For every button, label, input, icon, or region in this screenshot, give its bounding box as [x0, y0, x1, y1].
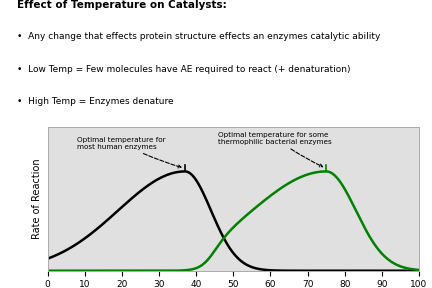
- Y-axis label: Rate of Reaction: Rate of Reaction: [32, 158, 42, 239]
- Text: Effect of Temperature on Catalysts:: Effect of Temperature on Catalysts:: [17, 0, 227, 10]
- Text: •  High Temp = Enzymes denature: • High Temp = Enzymes denature: [17, 97, 174, 106]
- Text: •  Low Temp = Few molecules have AE required to react (+ denaturation): • Low Temp = Few molecules have AE requi…: [17, 65, 351, 73]
- Text: Optimal temperature for some
thermophilic bacterial enzymes: Optimal temperature for some thermophili…: [219, 132, 332, 167]
- Text: Optimal temperature for
most human enzymes: Optimal temperature for most human enzym…: [77, 137, 181, 168]
- Text: •  Any change that effects protein structure effects an enzymes catalytic abilit: • Any change that effects protein struct…: [17, 32, 381, 41]
